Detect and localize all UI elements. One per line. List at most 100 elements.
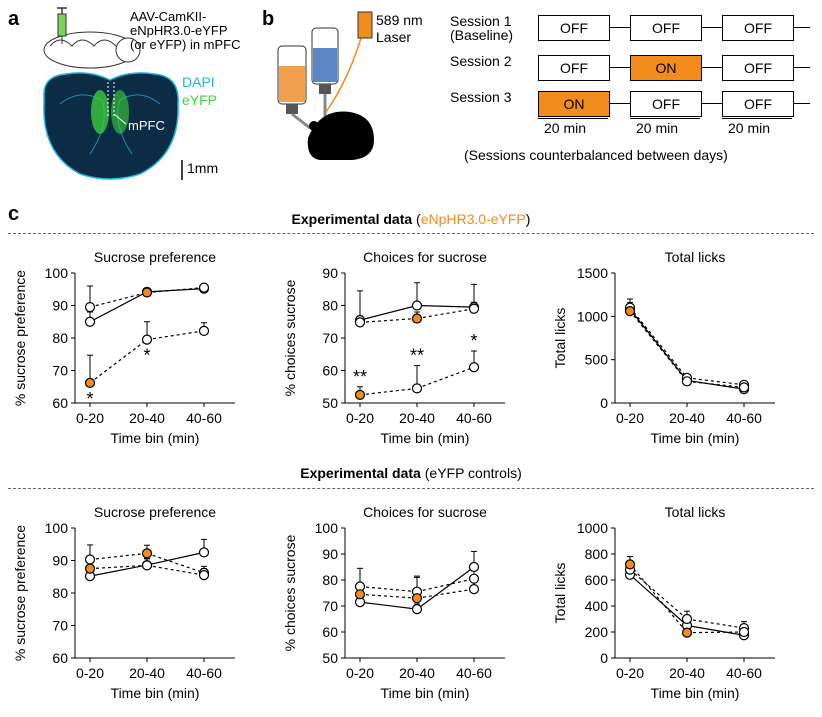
significance-marker: ** xyxy=(410,346,424,366)
rat-icon xyxy=(307,111,374,160)
data-point xyxy=(624,559,636,570)
section-divider-2 xyxy=(8,488,814,489)
bin-bracket xyxy=(630,118,700,119)
session-state-box: ON xyxy=(630,55,702,81)
x-axis-label: Time bin (min) xyxy=(651,685,740,701)
series-line-segment xyxy=(629,574,688,626)
legend-eyfp: eYFP xyxy=(182,92,218,108)
y-tick-label: 70 xyxy=(322,598,338,614)
series-line-segment xyxy=(416,588,475,599)
panel-a-letter: a xyxy=(8,8,20,30)
bin-duration-label: 20 min xyxy=(728,120,771,136)
y-tick-label: 80 xyxy=(52,330,68,346)
brain-slice-image xyxy=(43,72,179,180)
data-point xyxy=(468,362,480,373)
data-point xyxy=(681,627,693,638)
chart-sucrose-preference-eyfp: Sucrose preference 60 70 80 90 100 0-20 20-40 40… xyxy=(12,504,235,701)
y-tick-label: 90 xyxy=(52,298,68,314)
series-line-segment xyxy=(359,593,418,599)
data-point xyxy=(141,334,153,345)
series-line-segment xyxy=(416,578,475,593)
scale-bar-label: 1mm xyxy=(187,160,219,176)
panel-b-figure xyxy=(277,11,374,160)
y-tick-label: 70 xyxy=(52,618,68,634)
series-line-segment xyxy=(629,310,688,382)
series-line-segment xyxy=(89,552,148,561)
y-tick-label: 100 xyxy=(315,520,339,536)
construct-label: AAV-CamKII- eNpHR3.0-eYFP (or eYFP) in m… xyxy=(130,9,241,52)
session-state-box: OFF xyxy=(630,91,702,117)
x-tick-label: 0-20 xyxy=(616,410,644,426)
data-point xyxy=(468,573,480,584)
y-axis-label: % sucrose preference xyxy=(12,525,28,661)
chart-title: Choices for sucrose xyxy=(363,504,487,520)
brain-sketch-icon xyxy=(43,31,141,69)
data-point xyxy=(624,306,636,317)
chart-total-licks-eyfp: Total licks 0 200 400 600 800 1000 0-20 20-40 40-… xyxy=(552,504,775,701)
x-tick-label: 40-60 xyxy=(186,665,222,681)
series-line-segment xyxy=(629,564,688,634)
x-axis-label: Time bin (min) xyxy=(381,685,470,701)
data-point xyxy=(198,570,210,581)
data-point xyxy=(354,317,366,328)
laser-icon xyxy=(357,11,373,39)
water-bottle-icon xyxy=(311,27,339,94)
series-line-segment xyxy=(89,291,148,308)
data-point xyxy=(411,300,423,311)
x-tick-label: 0-20 xyxy=(616,665,644,681)
laser-label: 589 nm Laser xyxy=(376,12,423,45)
data-point xyxy=(198,325,210,336)
x-axis-label: Time bin (min) xyxy=(651,430,740,446)
data-point xyxy=(198,282,210,293)
significance-marker: * xyxy=(470,331,477,351)
x-axis-label: Time bin (min) xyxy=(111,430,200,446)
data-point xyxy=(738,382,750,393)
x-tick-label: 20-40 xyxy=(669,665,705,681)
data-point xyxy=(411,313,423,324)
session-state-box: OFF xyxy=(630,15,702,41)
session-label: Session 3 xyxy=(450,89,512,105)
series-line-segment xyxy=(416,308,475,320)
series-line-segment xyxy=(416,366,475,389)
region-label-mpfc: mPFC xyxy=(128,118,165,133)
y-tick-label: 600 xyxy=(585,572,609,588)
y-tick-label: 500 xyxy=(585,352,609,368)
y-tick-label: 1000 xyxy=(577,520,608,536)
bin-duration-label: 20 min xyxy=(544,120,587,136)
syringe-icon xyxy=(57,7,67,44)
x-axis-label: Time bin (min) xyxy=(111,685,200,701)
chart-title: Sucrose preference xyxy=(94,504,216,520)
chart-title: Total licks xyxy=(665,249,726,265)
data-point xyxy=(468,561,480,573)
series-line-segment xyxy=(686,631,745,634)
series-line-segment xyxy=(359,585,418,593)
series-line-segment xyxy=(416,566,475,610)
y-tick-label: 60 xyxy=(52,395,68,411)
series-line-segment xyxy=(146,564,205,576)
session-state-box: OFF xyxy=(722,55,794,81)
y-tick-label: 100 xyxy=(45,520,69,536)
y-axis-label: % choices sucrose xyxy=(282,534,298,651)
data-point xyxy=(84,316,96,327)
x-tick-label: 40-60 xyxy=(186,410,222,426)
session-state-box: ON xyxy=(538,91,610,117)
y-tick-label: 50 xyxy=(322,650,338,666)
session-state-box: OFF xyxy=(538,55,610,81)
significance-marker: * xyxy=(143,346,150,366)
series-line-segment xyxy=(359,317,418,323)
data-point xyxy=(141,560,153,571)
y-tick-label: 90 xyxy=(322,546,338,562)
x-tick-label: 0-20 xyxy=(346,665,374,681)
x-tick-label: 20-40 xyxy=(399,410,435,426)
series-line-segment xyxy=(359,601,418,610)
sucrose-bottle-icon xyxy=(277,45,307,114)
data-point xyxy=(411,383,423,394)
significance-marker: ** xyxy=(353,367,367,387)
x-tick-label: 20-40 xyxy=(129,410,165,426)
section-divider-1 xyxy=(8,233,814,234)
y-tick-label: 90 xyxy=(52,553,68,569)
series-line-segment xyxy=(89,291,148,323)
series-line-segment xyxy=(359,387,418,396)
chart-title: Total licks xyxy=(665,504,726,520)
series-line-segment xyxy=(146,330,205,341)
